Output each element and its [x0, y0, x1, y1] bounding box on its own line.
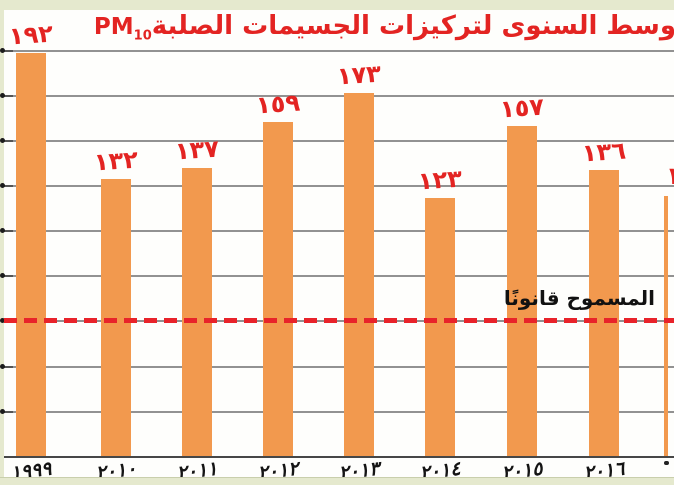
bar-١٩٩٩ — [16, 53, 46, 456]
bar-value-label-fragment: ١ — [666, 162, 674, 190]
gridline — [4, 366, 674, 368]
bar-٢٠١٤ — [425, 198, 455, 456]
y-axis-label-fragment — [0, 138, 5, 143]
y-axis-tick — [4, 185, 13, 187]
y-axis-tick — [4, 95, 13, 97]
bar-partial-right-edge — [664, 196, 668, 456]
gridline — [4, 50, 674, 52]
bar-٢٠١٦ — [589, 170, 619, 456]
gridline — [4, 140, 674, 142]
y-axis-label-fragment — [0, 48, 5, 53]
x-axis-line — [4, 456, 674, 458]
y-axis-tick — [4, 50, 13, 52]
y-axis-tick — [4, 140, 13, 142]
bar-٢٠١٠ — [101, 179, 131, 456]
legal-limit-dashed-line — [4, 318, 674, 323]
gridline — [4, 230, 674, 232]
x-axis-label-fragment — [664, 461, 669, 465]
bar-value-label: ١٣٦ — [581, 136, 627, 168]
y-axis-label-fragment — [0, 273, 5, 278]
y-axis-label-fragment — [0, 183, 5, 188]
y-axis-tick — [4, 275, 13, 277]
y-axis-label-fragment — [0, 364, 5, 369]
pm10-label: PM10 — [93, 14, 152, 44]
y-axis-label-fragment — [0, 228, 5, 233]
bar-value-label: ١٥٧ — [499, 92, 545, 124]
bottom-border-strip — [0, 477, 674, 485]
bar-٢٠١١ — [182, 168, 212, 456]
bar-٢٠١٥ — [507, 126, 537, 456]
bar-٢٠١٣ — [344, 93, 374, 456]
gridline — [4, 411, 674, 413]
gridline — [4, 185, 674, 187]
y-axis-tick — [4, 411, 13, 413]
top-border-strip — [0, 0, 674, 10]
bar-٢٠١٢ — [263, 122, 293, 456]
y-axis-label-fragment — [0, 409, 5, 414]
chart-title: وسط السنوى لتركيزات الجسيمات الصلبةPM10 — [94, 11, 674, 44]
y-axis-label-fragment — [0, 93, 5, 98]
bar-value-label: ١٢٣ — [417, 164, 463, 196]
bar-value-label: ١٥٩ — [255, 88, 301, 120]
bar-value-label: ١٣٧ — [174, 134, 220, 166]
y-axis-tick — [4, 230, 13, 232]
gridline — [4, 95, 674, 97]
y-axis-tick — [4, 366, 13, 368]
chart-title-arabic: وسط السنوى لتركيزات الجسيمات الصلبة — [151, 11, 674, 41]
y-axis-label-fragment — [0, 318, 5, 323]
bar-value-label: ١٧٣ — [336, 59, 382, 91]
legal-limit-label: المسموح قانونًا — [503, 286, 655, 310]
bar-value-label: ١٣٢ — [93, 145, 139, 177]
gridline — [4, 275, 674, 277]
